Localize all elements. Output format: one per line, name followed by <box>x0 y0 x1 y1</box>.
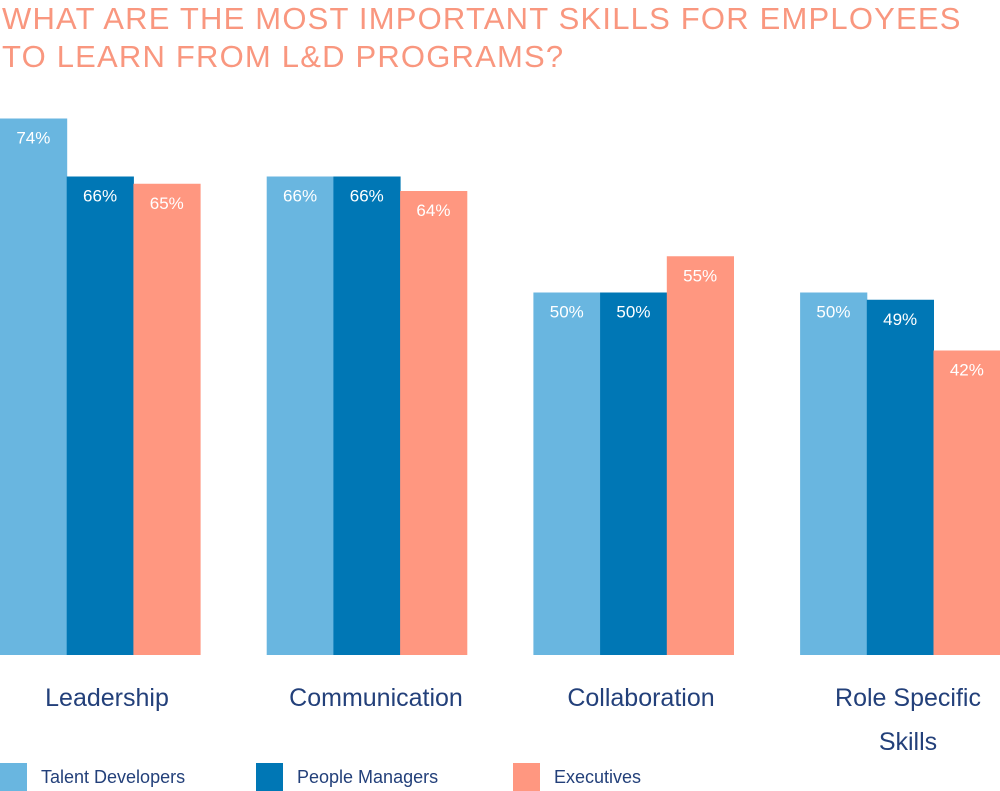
bar-chart: 74% 66% 65% 66% 66% 64% 50% 50% 55% 50% 49% 42% <box>0 118 1000 655</box>
bar-role-specific-skills-people-managers <box>866 299 934 655</box>
data-label: 50% <box>816 303 850 322</box>
bar-leadership-talent-developers <box>0 118 68 655</box>
category-label-role-specific-skills: Role Specific Skills <box>835 684 981 756</box>
legend-item-people-managers: People Managers <box>256 763 438 791</box>
legend-label: People Managers <box>297 766 439 787</box>
bar-communication-people-managers <box>333 176 401 655</box>
data-label: 42% <box>950 361 984 380</box>
legend-swatch <box>0 763 27 791</box>
data-label: 74% <box>16 129 50 148</box>
bar-communication-talent-developers <box>266 176 334 655</box>
bar-collaboration-people-managers <box>600 292 668 655</box>
data-label: 50% <box>616 303 650 322</box>
data-label: 55% <box>683 266 717 285</box>
legend-swatch <box>256 763 283 791</box>
bar-communication-executives <box>400 191 468 655</box>
legend-item-executives: Executives <box>513 763 641 791</box>
bar-role-specific-skills-talent-developers <box>800 292 868 655</box>
legend-label: Executives <box>554 766 642 787</box>
bar-collaboration-talent-developers <box>533 292 601 655</box>
bar-collaboration-executives <box>666 256 734 655</box>
category-label-communication: Communication <box>289 684 463 712</box>
category-label-collaboration: Collaboration <box>567 684 715 712</box>
legend-label: Talent Developers <box>41 766 186 787</box>
legend-item-talent-developers: Talent Developers <box>0 763 185 791</box>
bar-leadership-executives <box>133 183 201 655</box>
data-label: 64% <box>416 201 450 220</box>
data-label: 65% <box>150 194 184 213</box>
bar-role-specific-skills-executives <box>933 350 1000 655</box>
data-label: 66% <box>350 187 384 206</box>
bar-leadership-people-managers <box>66 176 134 655</box>
data-label: 66% <box>83 187 117 206</box>
category-label-leadership: Leadership <box>45 684 169 712</box>
data-label: 66% <box>283 187 317 206</box>
legend-swatch <box>513 763 540 791</box>
data-label: 49% <box>883 310 917 329</box>
data-label: 50% <box>550 303 584 322</box>
chart-title: WHAT ARE THE MOST IMPORTANT SKILLS FOR E… <box>2 1 962 74</box>
